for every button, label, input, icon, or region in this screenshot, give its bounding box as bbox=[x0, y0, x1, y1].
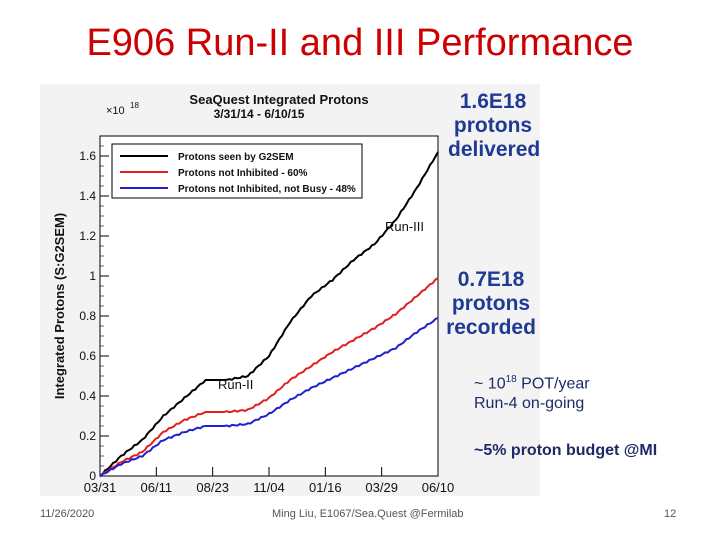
chart-title: SeaQuest Integrated Protons bbox=[189, 92, 368, 107]
recorded-word-protons: protons bbox=[451, 292, 531, 315]
run2-label: Run-II bbox=[218, 377, 253, 392]
legend-label-2: Protons not Inhibited - 60% bbox=[178, 168, 308, 179]
x-tick-label: 06/10 bbox=[422, 480, 455, 495]
pot-exponent: 18 bbox=[505, 374, 517, 385]
legend-label-1: Protons seen by G2SEM bbox=[178, 152, 294, 163]
y-tick-label: 1.6 bbox=[79, 149, 96, 163]
delivered-value: 1.6E18 bbox=[459, 90, 527, 113]
footer-author: Ming Liu, E1067/Sea.Quest @Fermilab bbox=[272, 508, 464, 520]
y-tick-label: 0.6 bbox=[79, 349, 96, 363]
series-line-1 bbox=[99, 151, 439, 477]
series-line-3 bbox=[99, 317, 439, 478]
y-tick-label: 0.4 bbox=[79, 389, 96, 403]
x-tick-label: 03/31 bbox=[84, 480, 117, 495]
y-axis-label: Integrated Protons (S:G2SEM) bbox=[52, 213, 67, 399]
pot-per-year-note: ~ 1018 POT/year bbox=[474, 370, 590, 394]
y-multiplier-label: ×10 bbox=[106, 105, 125, 117]
pot-prefix: ~ 10 bbox=[474, 375, 506, 393]
delivered-word-protons: protons bbox=[453, 114, 533, 137]
y-tick-label: 1.4 bbox=[79, 189, 96, 203]
x-tick-label: 03/29 bbox=[365, 480, 398, 495]
series-line-2 bbox=[99, 277, 439, 478]
y-tick-label: 0 bbox=[89, 469, 96, 483]
delivered-word: delivered bbox=[448, 138, 541, 161]
slide-title: E906 Run-II and III Performance bbox=[86, 22, 634, 64]
legend-label-3: Protons not Inhibited, not Busy - 48% bbox=[178, 184, 356, 195]
x-tick-label: 08/23 bbox=[196, 480, 229, 495]
run4-note: Run-4 on-going bbox=[474, 395, 585, 412]
x-tick-label: 06/11 bbox=[141, 480, 173, 495]
delivered-annotation: 1.6E18 protons delivered bbox=[448, 90, 541, 162]
page-number: 12 bbox=[664, 508, 677, 520]
y-tick-label: 0.8 bbox=[79, 309, 96, 323]
recorded-value: 0.7E18 bbox=[457, 268, 525, 291]
y-tick-label: 0.2 bbox=[79, 429, 96, 443]
x-tick-label: 01/16 bbox=[309, 480, 342, 495]
y-multiplier-exponent: 18 bbox=[130, 101, 139, 110]
recorded-annotation: 0.7E18 protons recorded bbox=[446, 268, 536, 340]
y-tick-label: 1 bbox=[89, 269, 96, 283]
footer-date: 11/26/2020 bbox=[40, 508, 95, 520]
y-tick-label: 1.2 bbox=[79, 229, 96, 243]
chart-subtitle: 3/31/14 - 6/10/15 bbox=[214, 107, 305, 121]
pot-suffix: POT/year bbox=[516, 375, 590, 393]
budget-note: ~5% proton budget @MI bbox=[474, 442, 658, 459]
run3-label: Run-III bbox=[385, 219, 424, 234]
x-tick-label: 11/04 bbox=[253, 480, 285, 495]
recorded-word: recorded bbox=[446, 316, 536, 339]
